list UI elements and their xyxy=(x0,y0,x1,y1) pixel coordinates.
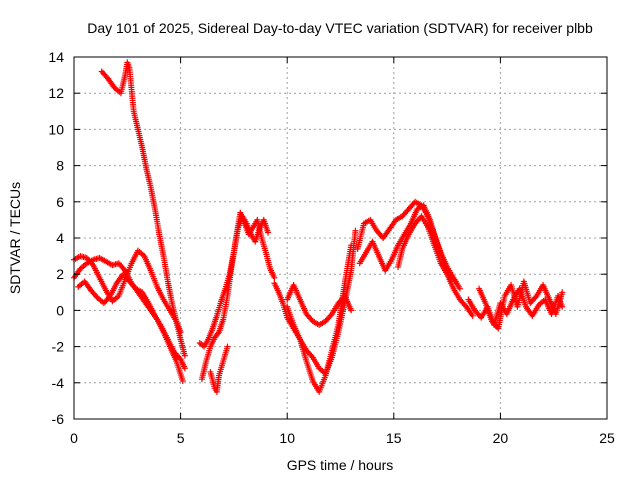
y-tick-label: 10 xyxy=(48,121,64,137)
x-tick-label: 5 xyxy=(177,430,185,446)
x-tick-label: 25 xyxy=(599,430,615,446)
series xyxy=(98,59,188,359)
y-tick-label: 4 xyxy=(56,230,64,246)
y-tick-label: -2 xyxy=(52,339,65,355)
series xyxy=(284,282,355,328)
series xyxy=(476,278,566,332)
series xyxy=(75,271,188,372)
series xyxy=(207,343,231,395)
y-axis-label: SDTVAR / TECUs xyxy=(7,182,23,294)
data-point xyxy=(452,278,459,285)
data-point xyxy=(559,289,566,296)
y-tick-label: -6 xyxy=(52,411,65,427)
data-point xyxy=(271,274,278,281)
data-point xyxy=(469,312,476,319)
y-tick-label: -4 xyxy=(52,375,65,391)
data-point xyxy=(179,377,186,384)
x-tick-label: 0 xyxy=(70,430,78,446)
x-axis-label: GPS time / hours xyxy=(287,457,394,473)
y-tick-label: 12 xyxy=(48,85,64,101)
data-points xyxy=(71,59,566,395)
axis-ticks xyxy=(73,56,608,420)
data-point xyxy=(559,303,566,310)
x-tick-label: 15 xyxy=(386,430,402,446)
series xyxy=(196,213,272,350)
chart-title: Day 101 of 2025, Sidereal Day-to-day VTE… xyxy=(87,20,593,36)
series xyxy=(71,247,184,336)
data-point xyxy=(181,352,188,359)
data-point xyxy=(181,365,188,372)
x-tick-label: 20 xyxy=(493,430,509,446)
data-point xyxy=(214,330,221,337)
y-tick-label: 8 xyxy=(56,158,64,174)
y-tick-label: 14 xyxy=(48,49,64,65)
data-point xyxy=(224,343,231,350)
data-point xyxy=(352,227,359,234)
x-tick-labels: 0 5 10 15 20 25 xyxy=(70,430,615,446)
y-tick-labels: -6 -4 -2 0 2 4 6 8 10 12 14 xyxy=(48,49,64,427)
series xyxy=(284,227,359,377)
data-point xyxy=(348,307,355,314)
data-point xyxy=(456,285,463,292)
y-tick-label: 2 xyxy=(56,266,64,282)
series xyxy=(395,213,476,319)
x-tick-label: 10 xyxy=(279,430,295,446)
y-tick-label: 0 xyxy=(56,302,64,318)
gridlines xyxy=(74,57,607,419)
y-tick-label: 6 xyxy=(56,194,64,210)
data-point xyxy=(265,229,272,236)
